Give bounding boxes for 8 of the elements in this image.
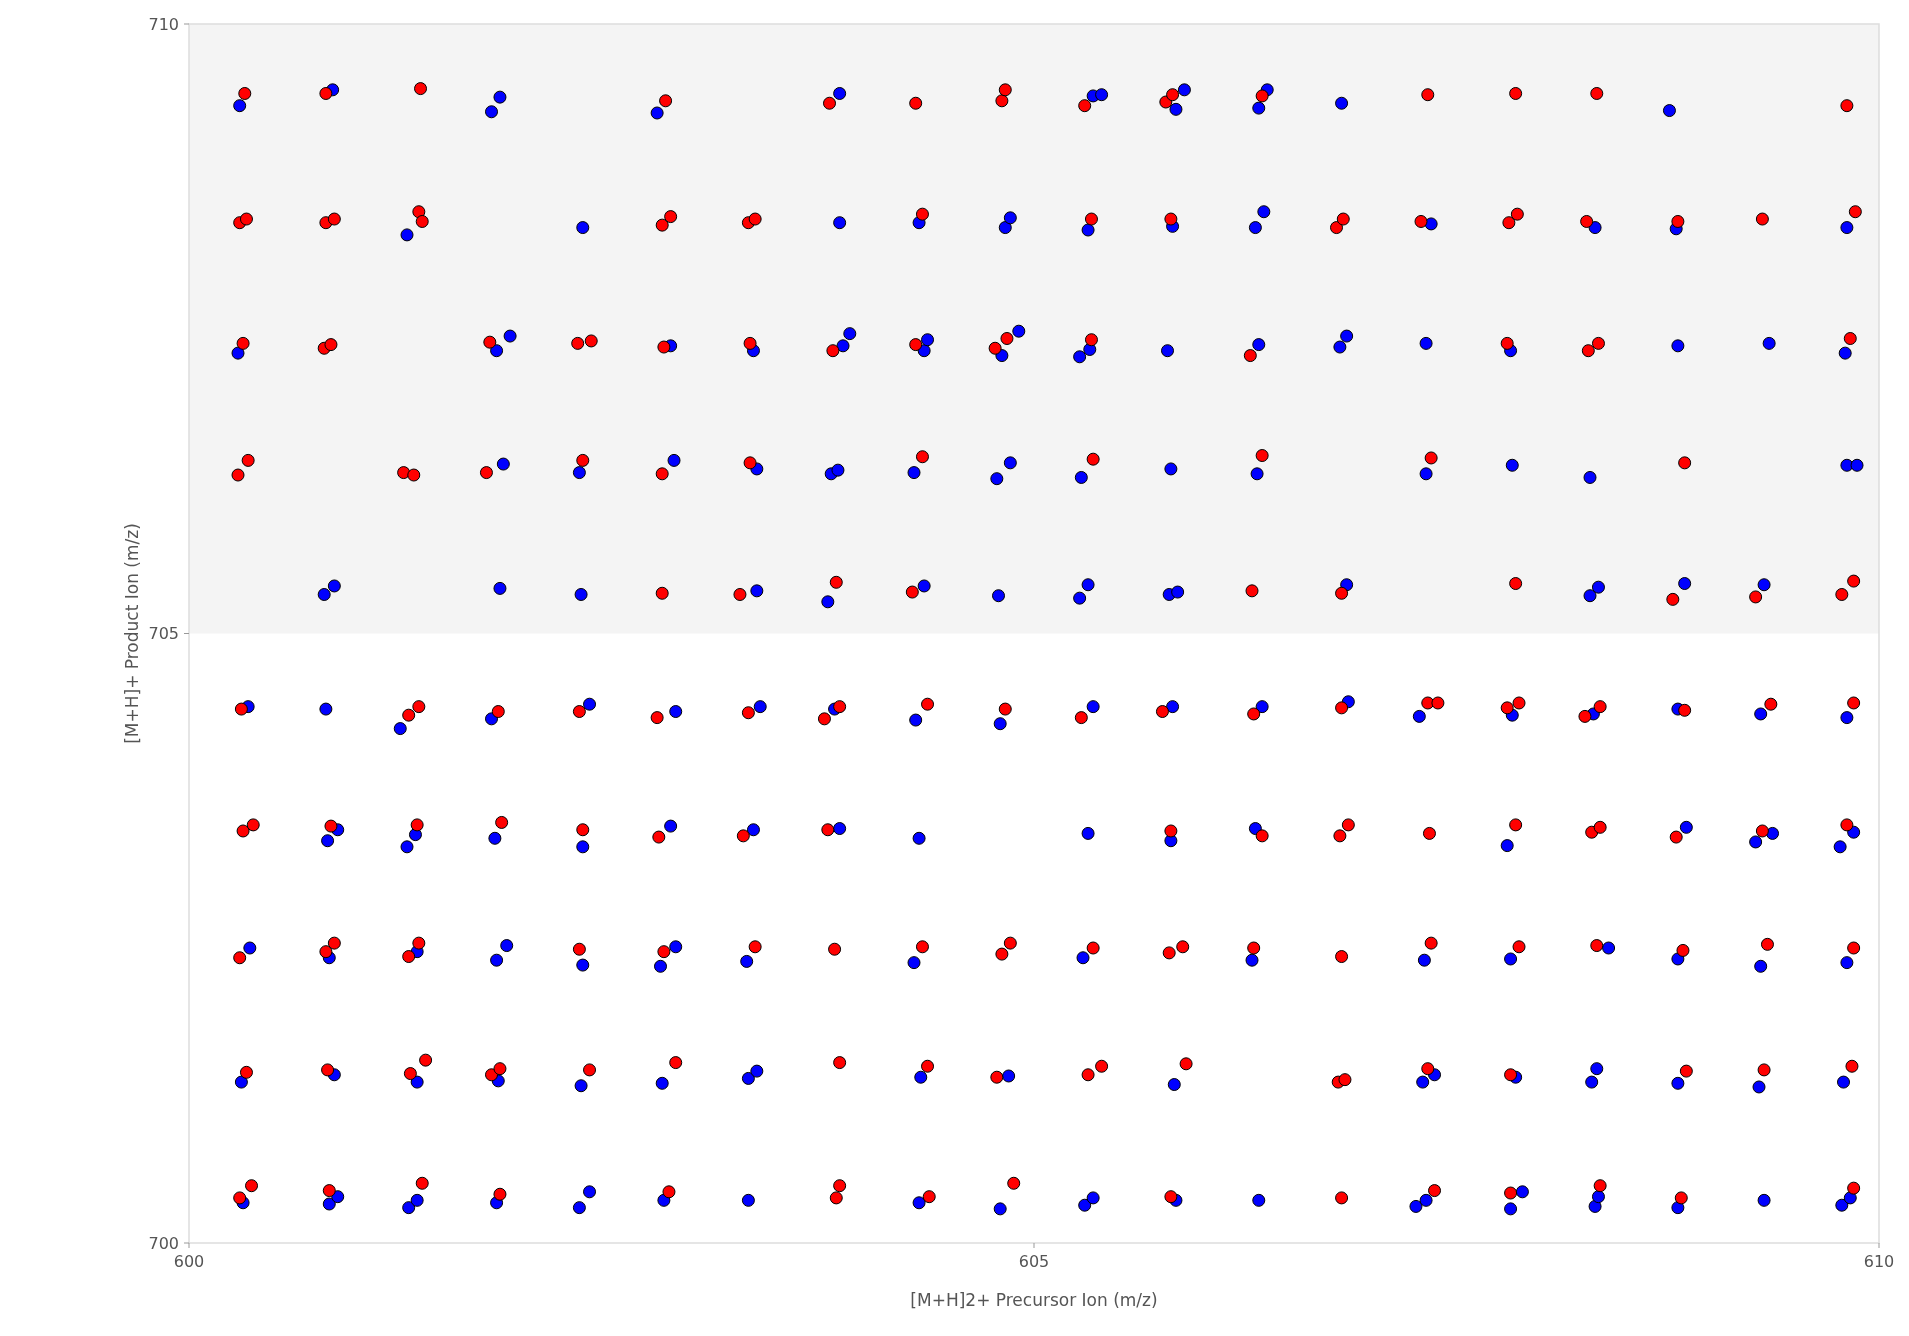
x-tick-label: 605 bbox=[1018, 1252, 1050, 1271]
y-axis-title: [M+H]+ Product Ion (m/z) bbox=[122, 523, 142, 744]
y-tick-label: 710 bbox=[148, 14, 179, 34]
y-tick-label: 705 bbox=[148, 624, 179, 644]
x-axis-title: [M+H]2+ Precursor Ion (m/z) bbox=[910, 1290, 1158, 1310]
x-tick-label: 610 bbox=[1863, 1252, 1895, 1271]
y-tick-label: 700 bbox=[148, 1233, 179, 1253]
x-tick-label: 600 bbox=[173, 1252, 205, 1271]
